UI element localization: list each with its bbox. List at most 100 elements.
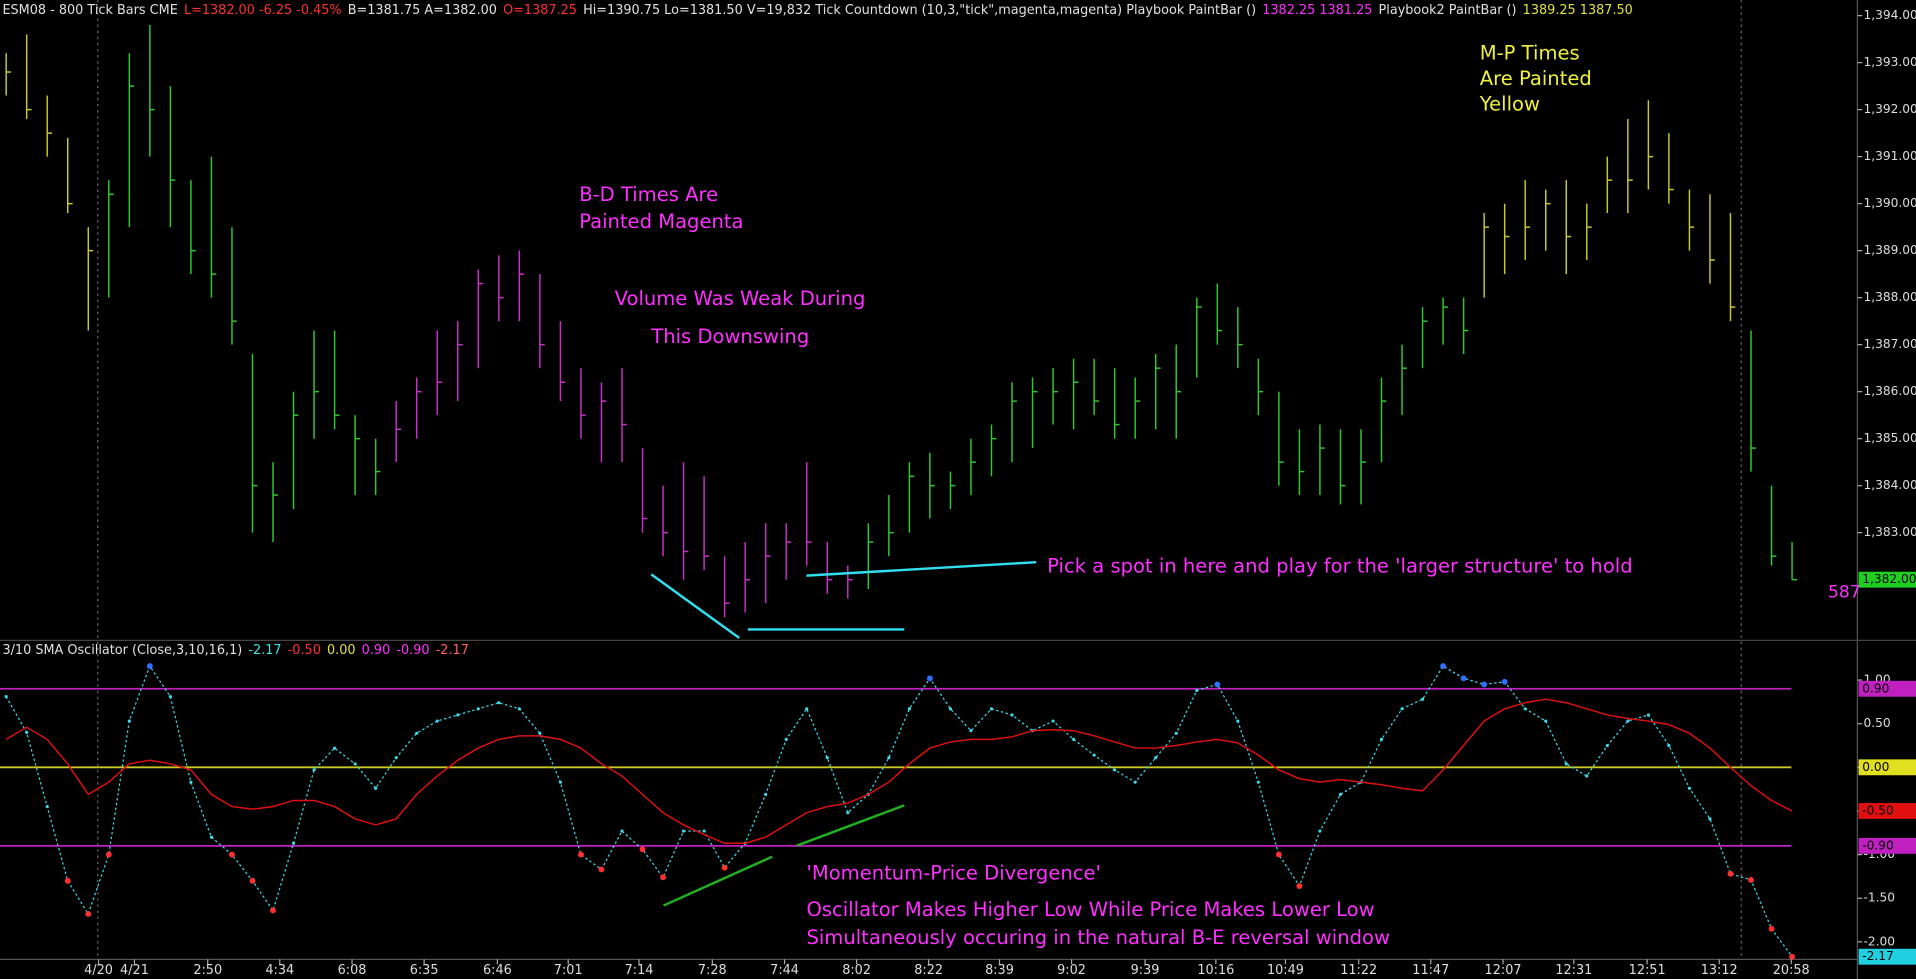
y-tick-label: 1,387.00	[1863, 337, 1916, 351]
oscillator-point	[1523, 707, 1527, 711]
annotation: Painted Magenta	[579, 210, 743, 233]
oscillator-point	[189, 780, 193, 784]
x-tick-label: 13:12	[1701, 963, 1738, 978]
oscillator-point	[702, 829, 706, 833]
panel-header: ESM08 - 800 Tick Bars CME L=1382.00 -6.25…	[2, 2, 1632, 17]
header-item: 3/10 SMA Oscillator (Close,3,10,16,1)	[2, 643, 242, 658]
header-item: -2.17	[436, 643, 469, 658]
drawings	[650, 560, 1037, 907]
y-tick-label: 1,390.00	[1863, 196, 1916, 210]
oscillator-point	[926, 675, 933, 682]
oscillator-point	[1789, 953, 1796, 960]
y-tick-label: 1,384.00	[1863, 478, 1916, 492]
x-tick-label: 4:34	[265, 963, 294, 978]
oscillator-point	[1338, 792, 1343, 796]
oscillator-point	[249, 877, 256, 884]
oscillator-point	[333, 746, 337, 750]
oscillator-point	[1748, 876, 1754, 883]
y-tick-label: 0.50	[1863, 716, 1890, 730]
annotation: Are Painted	[1480, 67, 1592, 90]
divergence-line	[796, 804, 905, 847]
x-tick-label: 12:51	[1629, 963, 1666, 978]
oscillator-point	[146, 663, 153, 670]
oscillator-point	[1379, 737, 1384, 741]
oscillator-point	[887, 756, 891, 760]
oscillator-point	[1072, 737, 1076, 741]
oscillator-point	[1051, 719, 1055, 723]
header-item: -0.90	[396, 643, 429, 658]
x-tick-label: 6:46	[483, 963, 512, 978]
annotation: 'Momentum-Price Divergence'	[806, 861, 1100, 884]
value-marker	[1858, 759, 1916, 776]
header-item: 1389.25 1387.50	[1523, 2, 1633, 17]
x-tick-label: 4/20	[84, 963, 113, 978]
x-tick-label: 6:35	[410, 963, 439, 978]
oscillator-point	[639, 846, 646, 853]
oscillator-point	[721, 864, 728, 871]
header-item: L=1382.00 -6.25 -0.45%	[184, 2, 342, 17]
value-marker	[1858, 680, 1916, 697]
annotation: Yellow	[1479, 93, 1540, 116]
oscillator-point	[598, 866, 605, 873]
oscillator-point	[1687, 786, 1692, 790]
oscillator-point	[517, 707, 521, 711]
x-tick-label: 7:44	[770, 963, 799, 978]
x-tick-label: 11:22	[1340, 963, 1377, 978]
x-tick-label: 7:01	[554, 963, 583, 978]
annotation: Pick a spot in here and play for the 'la…	[1047, 555, 1632, 578]
y-tick-label: 1,388.00	[1863, 290, 1916, 304]
oscillator-point	[1236, 719, 1240, 723]
x-tick-label: 11:47	[1412, 963, 1449, 978]
x-tick-label: 10:16	[1197, 963, 1234, 978]
value-marker-label: 0.00	[1862, 760, 1889, 774]
oscillator-point	[989, 707, 994, 711]
trend-line	[806, 560, 1037, 577]
y-tick-label: -2.00	[1863, 934, 1895, 948]
x-tick-label: 10:49	[1267, 963, 1304, 978]
x-tick-label: 9:39	[1131, 963, 1160, 978]
header-item: B=1381.75 A=1382.00	[348, 2, 497, 17]
y-tick-label: 1,386.00	[1863, 384, 1916, 398]
oscillator-point	[45, 805, 49, 809]
oscillator-point	[1010, 713, 1014, 717]
oscillator-point	[270, 907, 276, 914]
x-tick-label: 4/21	[120, 963, 149, 978]
oscillator-point	[1646, 713, 1650, 717]
y-tick-label: 1,392.00	[1863, 102, 1916, 116]
oscillator-point	[497, 701, 501, 705]
header-item: O=1387.25	[503, 2, 577, 17]
oscillator-point	[1481, 681, 1488, 688]
oscillator-point	[825, 756, 829, 760]
y-tick-label: 1,391.00	[1863, 149, 1916, 163]
annotation: This Downswing	[650, 325, 809, 348]
oscillator-point	[456, 713, 460, 717]
oscillator-point	[1400, 707, 1404, 711]
oscillator-point	[1154, 756, 1158, 760]
oscillator-point	[784, 737, 788, 741]
oscillator-point	[1626, 719, 1630, 723]
header-item: ESM08 - 800 Tick Bars CME	[2, 2, 177, 17]
oscillator-point	[948, 707, 953, 711]
oscillator-point	[229, 851, 235, 858]
y-tick-label: 1,389.00	[1863, 243, 1916, 257]
oscillator-point	[1768, 925, 1775, 932]
divergence-line	[663, 855, 773, 907]
x-tick-label: 12:31	[1555, 963, 1592, 978]
oscillator-point	[1275, 851, 1282, 858]
header-item: 0.90	[362, 643, 391, 658]
value-marker-label: -0.50	[1862, 803, 1894, 817]
oscillator-point	[558, 780, 562, 784]
x-tick-label: 8:22	[914, 963, 943, 978]
value-marker	[1858, 837, 1916, 854]
oscillator-point	[476, 707, 480, 711]
value-marker-label: 0.90	[1862, 681, 1889, 695]
oscillator-point	[1727, 870, 1734, 877]
oscillator-point	[168, 695, 172, 699]
oscillator-point	[1544, 719, 1548, 723]
header-item: Playbook2 PaintBar ()	[1379, 2, 1517, 17]
y-tick-label: 1,385.00	[1863, 431, 1916, 445]
oscillator-point	[85, 911, 92, 917]
oscillator-point	[105, 851, 112, 858]
oscillator-point	[1708, 817, 1712, 821]
